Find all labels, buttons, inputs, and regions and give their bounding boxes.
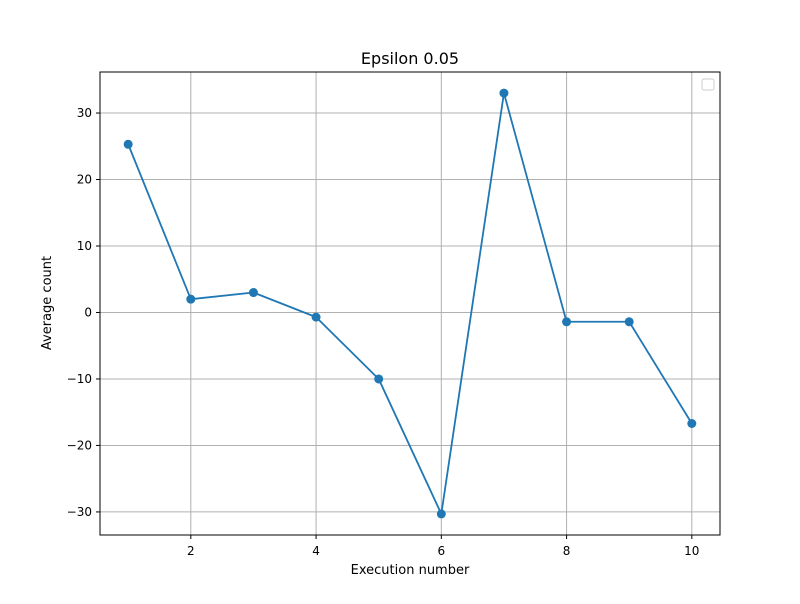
- data-point: [436, 509, 446, 519]
- y-tick-label: 0: [84, 305, 92, 319]
- x-tick-label: 8: [563, 544, 571, 558]
- chart-title: Epsilon 0.05: [361, 49, 459, 68]
- y-tick-label: −20: [67, 438, 92, 452]
- series-line: [127, 92, 693, 515]
- x-axis-label: Execution number: [351, 563, 470, 578]
- y-tick-label: 20: [77, 173, 92, 187]
- data-point: [562, 317, 572, 327]
- data-point: [687, 419, 697, 429]
- x-tick-label: 10: [684, 544, 699, 558]
- x-tick-label: 4: [312, 544, 320, 558]
- series-layer: [123, 88, 697, 519]
- data-point: [499, 88, 509, 98]
- axis-ticks: 2 4 6 8 10 −30 −20 −10 0 10 20 30: [67, 106, 700, 558]
- data-point: [123, 139, 133, 149]
- x-tick-label: 6: [437, 544, 445, 558]
- y-tick-label: −30: [67, 505, 92, 519]
- y-axis-label: Average count: [40, 256, 55, 350]
- y-tick-label: 10: [77, 239, 92, 253]
- y-tick-label: 30: [77, 106, 92, 120]
- y-tick-label: −10: [67, 372, 92, 386]
- grid: [100, 72, 720, 535]
- x-tick-label: 2: [187, 544, 195, 558]
- data-point: [624, 317, 634, 327]
- legend-box: [701, 78, 715, 91]
- data-point: [186, 294, 196, 304]
- data-point: [248, 288, 258, 298]
- plot-frame: [99, 71, 721, 536]
- data-point: [374, 374, 384, 384]
- data-point: [311, 312, 321, 322]
